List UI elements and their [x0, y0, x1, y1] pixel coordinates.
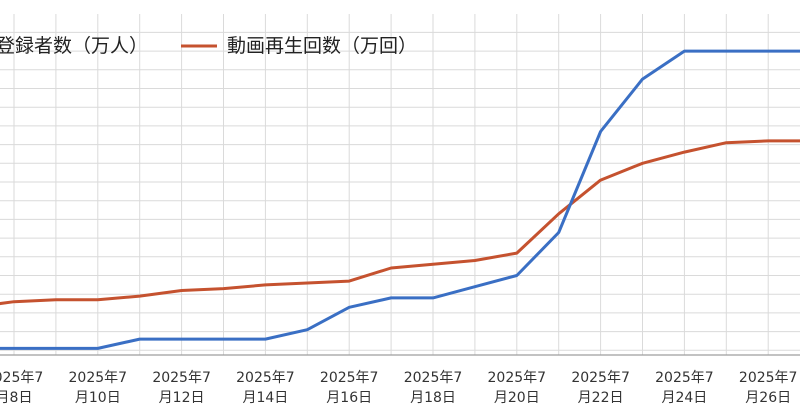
x-tick-label-line1: 2025年7 [320, 370, 379, 386]
series-line-subscribers [0, 49, 800, 350]
x-tick-label: 2025年7 月8日 [0, 370, 43, 406]
chart-series [0, 49, 800, 350]
x-tick-label-line1: 2025年7 [152, 370, 211, 386]
x-tick-label-line2: 月16日 [326, 390, 372, 406]
x-tick-label-line1: 2025年7 [571, 370, 630, 386]
x-tick-label: 2025年7 月18日 [404, 370, 463, 406]
x-tick-label: 2025年7 月12日 [152, 370, 211, 406]
x-tick-label-line1: 2025年7 [0, 370, 43, 386]
x-tick-label-line1: 2025年7 [739, 370, 798, 386]
x-axis-ticks: 2025年7月8日2025年7月10日2025年7月12日2025年7月14日2… [0, 370, 797, 406]
x-tick-label-line2: 月20日 [494, 390, 540, 406]
x-tick-label-line2: 月18日 [410, 390, 456, 406]
x-tick-label: 2025年7 月26日 [739, 370, 798, 406]
legend-label-subscribers: 登録者数（万人） [0, 35, 148, 57]
x-tick-label-line1: 2025年7 [69, 370, 128, 386]
x-tick-label: 2025年7 月14日 [236, 370, 295, 406]
x-tick-label-line1: 2025年7 [236, 370, 295, 386]
x-tick-label-line1: 2025年7 [488, 370, 547, 386]
x-tick-label-line2: 月26日 [745, 390, 791, 406]
x-tick-label: 2025年7 月20日 [488, 370, 547, 406]
x-tick-label: 2025年7 月24日 [655, 370, 714, 406]
x-tick-label: 2025年7 月22日 [571, 370, 630, 406]
chart-legend: 登録者数（万人） 動画再生回数（万回） [0, 35, 417, 57]
x-tick-label-line1: 2025年7 [655, 370, 714, 386]
x-tick-label: 2025年7 月10日 [69, 370, 128, 406]
chart-grid [0, 14, 800, 356]
x-tick-label-line1: 2025年7 [404, 370, 463, 386]
x-tick-label-line2: 月8日 [0, 390, 32, 406]
x-tick-label-line2: 月12日 [159, 390, 205, 406]
series-line-views [0, 139, 800, 306]
x-tick-label-line2: 月14日 [242, 390, 288, 406]
x-tick-label-line2: 月22日 [578, 390, 624, 406]
x-tick-label-line2: 月24日 [661, 390, 707, 406]
x-tick-label-line2: 月10日 [75, 390, 121, 406]
x-tick-label: 2025年7 月16日 [320, 370, 379, 406]
legend-label-views: 動画再生回数（万回） [227, 35, 417, 57]
